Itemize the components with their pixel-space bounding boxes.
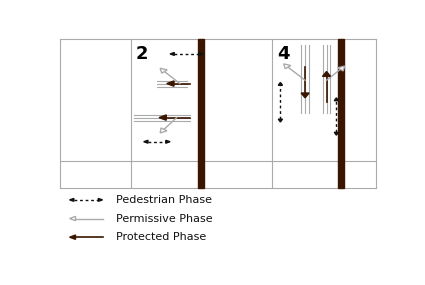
Text: Permissive Phase: Permissive Phase	[116, 213, 212, 223]
Polygon shape	[98, 198, 102, 201]
Polygon shape	[334, 132, 339, 135]
Polygon shape	[166, 140, 170, 143]
Polygon shape	[199, 52, 203, 55]
Bar	[198, 38, 204, 188]
Polygon shape	[160, 128, 167, 133]
Polygon shape	[323, 72, 331, 76]
Polygon shape	[301, 93, 309, 98]
Text: 2: 2	[136, 45, 148, 63]
Polygon shape	[70, 216, 76, 221]
Polygon shape	[144, 140, 148, 143]
Polygon shape	[160, 68, 167, 73]
Polygon shape	[167, 81, 174, 86]
Text: Protected Phase: Protected Phase	[116, 232, 206, 242]
Polygon shape	[334, 98, 339, 101]
Polygon shape	[159, 115, 166, 120]
Polygon shape	[337, 66, 345, 71]
Text: 4: 4	[277, 45, 289, 63]
Text: Pedestrian Phase: Pedestrian Phase	[116, 195, 212, 205]
Polygon shape	[278, 82, 283, 85]
Bar	[338, 38, 344, 188]
Polygon shape	[278, 119, 283, 122]
Polygon shape	[70, 198, 74, 201]
Polygon shape	[284, 64, 291, 69]
Polygon shape	[170, 52, 174, 55]
Polygon shape	[70, 235, 76, 239]
